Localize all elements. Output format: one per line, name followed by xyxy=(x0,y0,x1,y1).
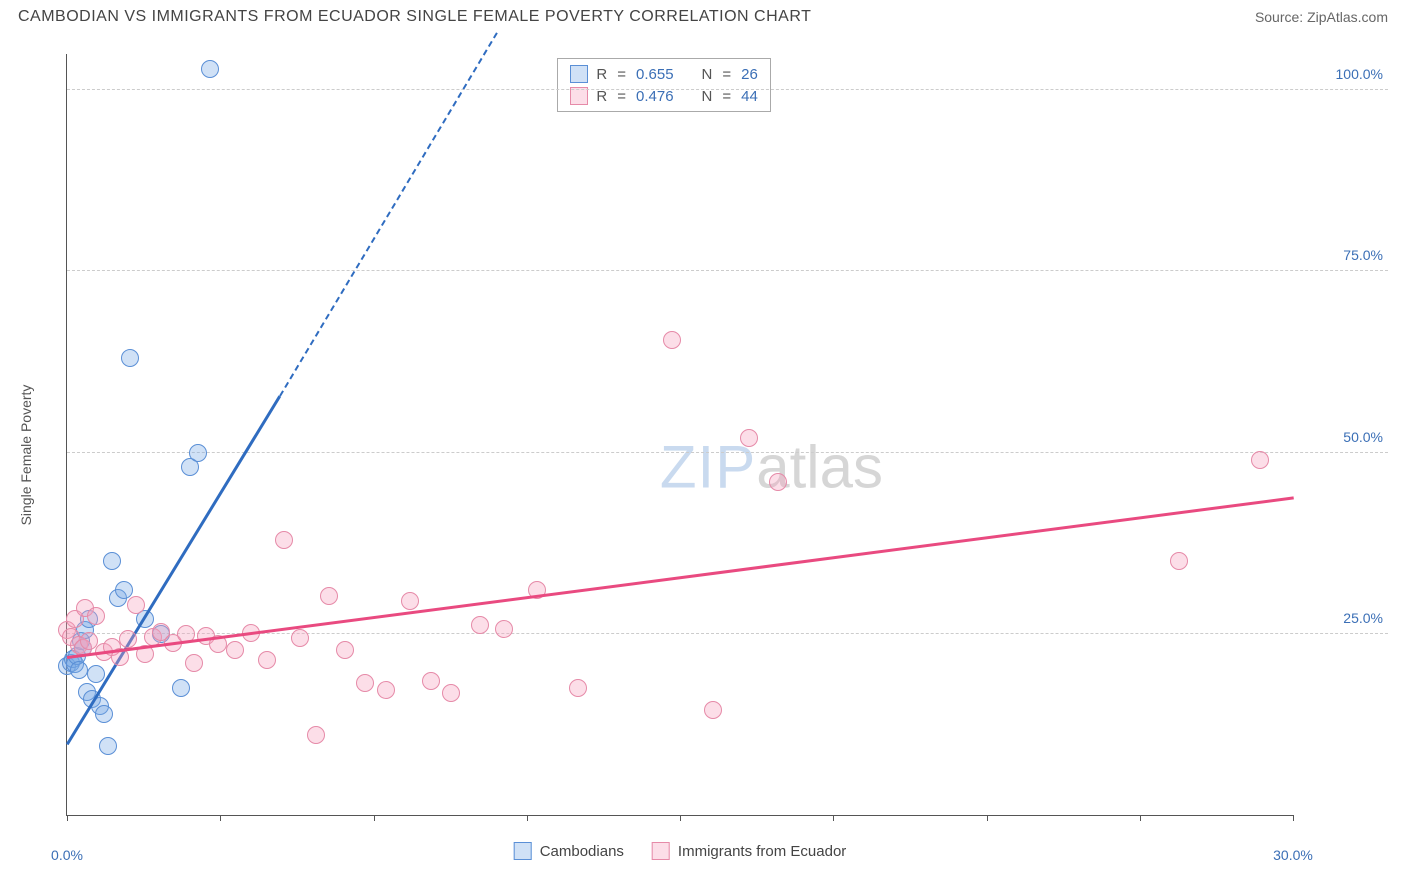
data-point xyxy=(121,349,139,367)
legend-swatch xyxy=(514,842,532,860)
trend-line-extrapolated xyxy=(279,33,497,397)
legend-item: Cambodians xyxy=(514,842,624,860)
data-point xyxy=(442,684,460,702)
data-point xyxy=(291,629,309,647)
data-point xyxy=(201,60,219,78)
data-point xyxy=(172,679,190,697)
data-point xyxy=(1170,552,1188,570)
data-point xyxy=(401,592,419,610)
data-point xyxy=(471,616,489,634)
x-tick xyxy=(680,815,681,821)
x-tick xyxy=(220,815,221,821)
data-point xyxy=(422,672,440,690)
data-point xyxy=(185,654,203,672)
x-tick xyxy=(1293,815,1294,821)
data-point xyxy=(740,429,758,447)
data-point xyxy=(275,531,293,549)
data-point xyxy=(103,552,121,570)
stats-row: R=0.655N=26 xyxy=(570,65,757,83)
y-tick-label: 100.0% xyxy=(1303,66,1383,82)
data-point xyxy=(127,596,145,614)
data-point xyxy=(307,726,325,744)
data-point xyxy=(336,641,354,659)
source-attribution: Source: ZipAtlas.com xyxy=(1255,9,1388,25)
x-tick xyxy=(833,815,834,821)
data-point xyxy=(87,607,105,625)
data-point xyxy=(87,665,105,683)
chart-title: CAMBODIAN VS IMMIGRANTS FROM ECUADOR SIN… xyxy=(18,8,811,26)
data-point xyxy=(95,705,113,723)
series-name: Immigrants from Ecuador xyxy=(678,843,846,860)
x-tick xyxy=(527,815,528,821)
n-value: 26 xyxy=(741,66,758,83)
data-point xyxy=(189,444,207,462)
x-tick xyxy=(1140,815,1141,821)
data-point xyxy=(99,737,117,755)
data-point xyxy=(377,681,395,699)
grid-line xyxy=(67,89,1388,90)
data-point xyxy=(569,679,587,697)
series-legend: Cambodians Immigrants from Ecuador xyxy=(514,842,847,860)
x-tick-label: 0.0% xyxy=(51,847,83,863)
legend-item: Immigrants from Ecuador xyxy=(652,842,846,860)
r-label: R xyxy=(596,66,607,83)
series-name: Cambodians xyxy=(540,843,624,860)
data-point xyxy=(70,661,88,679)
n-label: N xyxy=(702,66,713,83)
data-point xyxy=(1251,451,1269,469)
y-tick-label: 25.0% xyxy=(1303,610,1383,626)
chart-container: Single Female Poverty ZIPatlas R=0.655N=… xyxy=(18,36,1388,874)
data-point xyxy=(226,641,244,659)
data-point xyxy=(119,630,137,648)
data-point xyxy=(769,473,787,491)
x-tick xyxy=(374,815,375,821)
x-tick xyxy=(987,815,988,821)
legend-swatch xyxy=(652,842,670,860)
data-point xyxy=(495,620,513,638)
r-value: 0.655 xyxy=(636,66,674,83)
data-point xyxy=(356,674,374,692)
watermark: ZIPatlas xyxy=(660,433,883,502)
grid-line xyxy=(67,270,1388,271)
data-point xyxy=(258,651,276,669)
correlation-stats-box: R=0.655N=26R=0.476N=44 xyxy=(557,58,770,112)
data-point xyxy=(704,701,722,719)
x-tick-label: 30.0% xyxy=(1273,847,1313,863)
data-point xyxy=(663,331,681,349)
y-tick-label: 75.0% xyxy=(1303,247,1383,263)
data-point xyxy=(320,587,338,605)
legend-swatch xyxy=(570,65,588,83)
x-tick xyxy=(67,815,68,821)
grid-line xyxy=(67,452,1388,453)
plot-area: ZIPatlas R=0.655N=26R=0.476N=44 Cambodia… xyxy=(66,54,1293,816)
grid-line xyxy=(67,633,1388,634)
y-tick-label: 50.0% xyxy=(1303,429,1383,445)
y-axis-label: Single Female Poverty xyxy=(18,385,34,526)
trend-line xyxy=(67,497,1294,659)
